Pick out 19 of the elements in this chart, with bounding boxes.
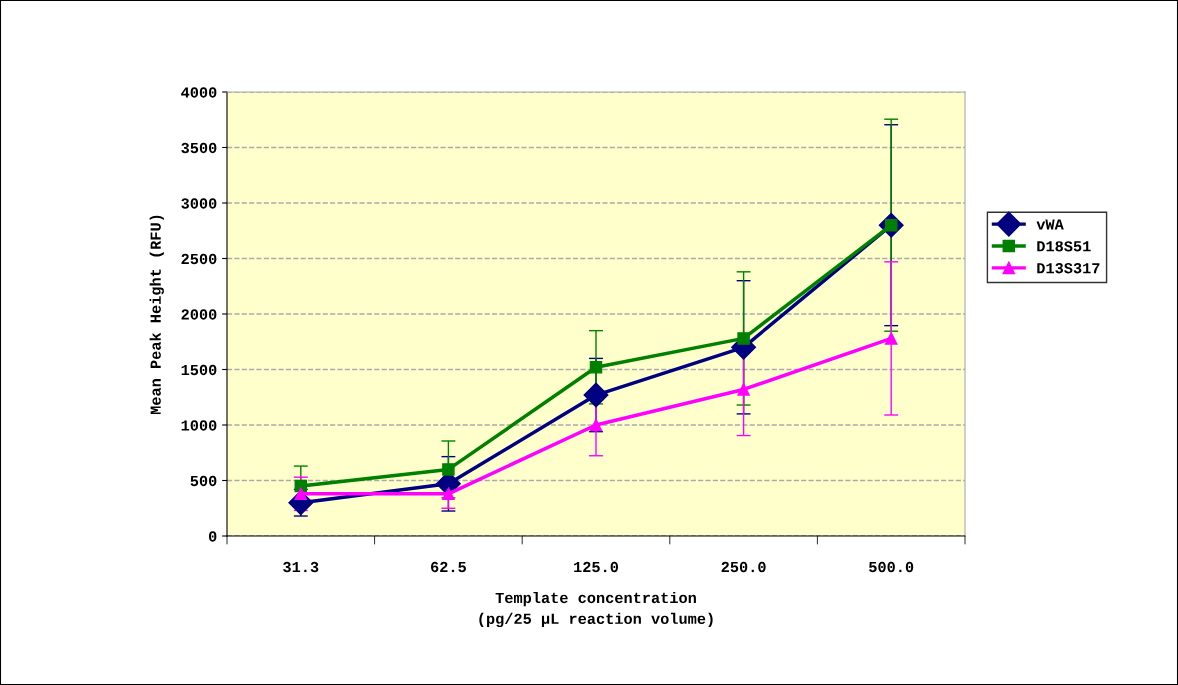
y-tick-label: 3500 bbox=[181, 142, 217, 154]
y-tick-label: 1500 bbox=[181, 364, 217, 376]
legend-label: D13S317 bbox=[1037, 263, 1100, 274]
y-tick-label: 3000 bbox=[181, 198, 217, 209]
x-tick-label: 500.0 bbox=[869, 561, 914, 573]
x-tick-label: 62.5 bbox=[431, 561, 466, 573]
y-tick-label: 0 bbox=[208, 531, 217, 542]
y-tick-label: 2500 bbox=[181, 253, 217, 265]
y-tick-label: 2000 bbox=[181, 309, 217, 320]
x-tick-label: 31.3 bbox=[283, 561, 319, 573]
legend-label: D18S51 bbox=[1037, 241, 1091, 252]
y-axis-title: Mean Peak Height (RFU) bbox=[149, 215, 164, 415]
legend-label: vWA bbox=[1036, 219, 1064, 230]
y-tick-label: 1000 bbox=[181, 420, 217, 431]
x-tick-label: 250.0 bbox=[721, 561, 766, 573]
x-tick-label: 125.0 bbox=[574, 561, 619, 573]
y-tick-label: 4000 bbox=[181, 87, 217, 98]
x-axis-title: Template concentration (pg/25 µL reaction volume) bbox=[479, 591, 713, 628]
y-tick-label: 500 bbox=[190, 475, 217, 487]
